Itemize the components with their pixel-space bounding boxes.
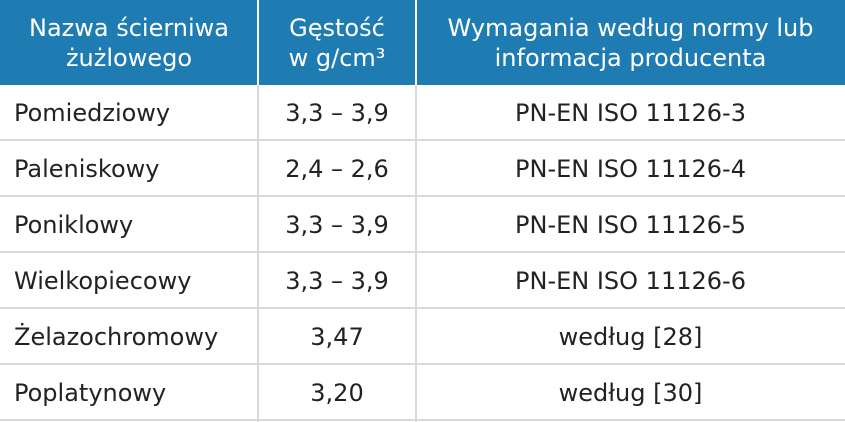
table-header: Nazwa ścierniwa żużlowego Gęstość w g/cm… [0,0,845,85]
header-divider [257,0,259,85]
header-name-line2: żużlowego [65,43,193,72]
cell-requirement: według [28] [558,323,703,351]
header-requirement-column: Wymagania według normy lub informacja pr… [416,0,845,85]
cell-name: Poniklowy [14,211,134,239]
cell-requirement: PN-EN ISO 11126-4 [515,155,746,183]
cell-name: Paleniskowy [14,155,160,183]
cell-density: 3,3 – 3,9 [285,99,389,127]
table-row: Pomiedziowy 3,3 – 3,9 PN-EN ISO 11126-3 [0,85,845,141]
header-requirement-line1: Wymagania według normy lub [447,13,814,42]
header-requirement-line2: informacja producenta [494,43,767,72]
header-density-line1: Gęstość [289,13,385,42]
cell-name: Poplatynowy [14,379,167,407]
table-row: Poplatynowy 3,20 według [30] [0,365,845,421]
cell-requirement: PN-EN ISO 11126-6 [515,267,746,295]
row-divider [0,251,845,253]
row-divider [0,195,845,197]
header-name-line1: Nazwa ścierniwa [28,13,229,42]
cell-density: 2,4 – 2,6 [285,155,389,183]
cell-density: 3,20 [310,379,364,407]
row-divider [0,307,845,309]
cell-name: Żelazochromowy [14,323,219,351]
cell-requirement: według [30] [558,379,703,407]
column-divider [415,85,417,422]
table-row: Paleniskowy 2,4 – 2,6 PN-EN ISO 11126-4 [0,141,845,197]
cell-name: Pomiedziowy [14,99,171,127]
cell-density: 3,47 [310,323,364,351]
header-divider [415,0,417,85]
table-row: Poniklowy 3,3 – 3,9 PN-EN ISO 11126-5 [0,197,845,253]
table-body: Pomiedziowy 3,3 – 3,9 PN-EN ISO 11126-3 … [0,85,845,422]
cell-requirement: PN-EN ISO 11126-5 [515,211,746,239]
cell-density: 3,3 – 3,9 [285,267,389,295]
row-divider [0,363,845,365]
cell-requirement: PN-EN ISO 11126-3 [515,99,746,127]
header-name-column: Nazwa ścierniwa żużlowego [0,0,258,85]
cell-density: 3,3 – 3,9 [285,211,389,239]
table-row: Żelazochromowy 3,47 według [28] [0,309,845,365]
cell-name: Wielkopiecowy [14,267,192,295]
header-density-column: Gęstość w g/cm³ [258,0,416,85]
row-divider [0,139,845,141]
row-divider [0,419,845,421]
column-divider [257,85,259,422]
table-row: Wielkopiecowy 3,3 – 3,9 PN-EN ISO 11126-… [0,253,845,309]
header-density-line2: w g/cm³ [288,43,386,72]
